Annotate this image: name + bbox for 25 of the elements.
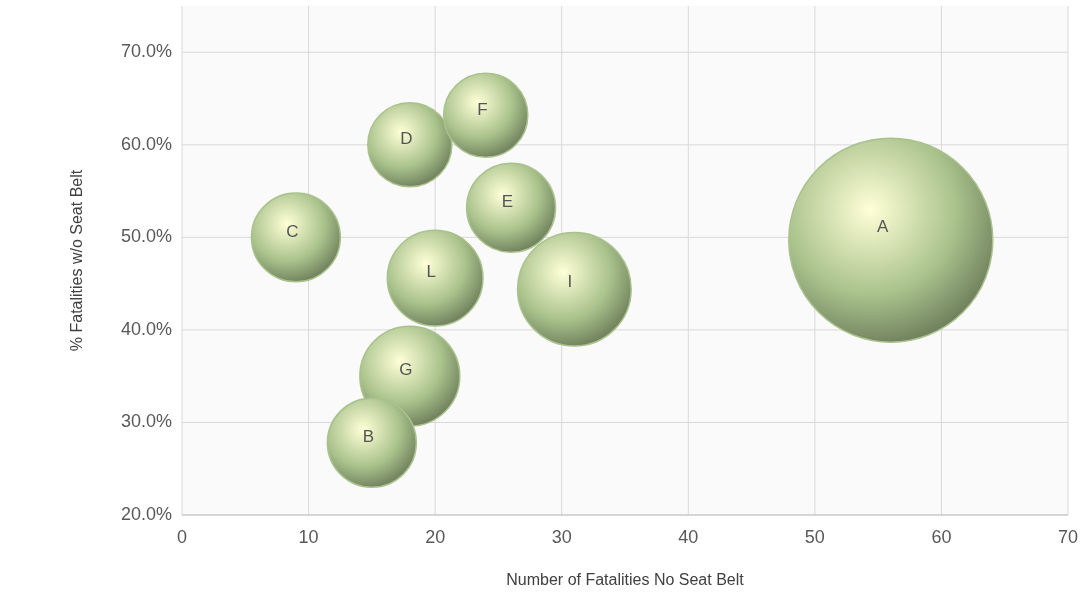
x-tick-label: 70 [1057, 527, 1079, 547]
x-tick-label: 20 [425, 527, 446, 547]
x-tick-label: 10 [298, 527, 319, 547]
y-tick-label: 30.0% [120, 411, 172, 432]
x-tick-label: 40 [678, 527, 699, 547]
series-label: A [876, 217, 889, 237]
y-tick-label: 40.0% [120, 318, 172, 339]
series-label: G [399, 359, 413, 379]
y-axis-title: % Fatalities w/o Seat Belt [68, 169, 85, 352]
y-tick-label: 20.0% [120, 503, 172, 524]
series-label: I [567, 271, 573, 291]
series-label: F [477, 99, 488, 119]
y-tick-label: 60.0% [120, 133, 172, 154]
series-label: E [501, 191, 514, 211]
series-label: B [362, 426, 374, 446]
x-tick-label: 60 [931, 527, 952, 547]
y-tick-label: 50.0% [120, 226, 172, 247]
y-tick-label: 70.0% [120, 41, 172, 62]
x-tick-label: 0 [176, 527, 188, 547]
series-label: C [286, 221, 299, 241]
x-tick-label: 50 [804, 527, 825, 547]
x-tick-label: 30 [551, 527, 572, 547]
series-label: D [400, 129, 413, 149]
series-label: L [426, 261, 437, 281]
x-axis-title: Number of Fatalities No Seat Belt [506, 571, 745, 588]
